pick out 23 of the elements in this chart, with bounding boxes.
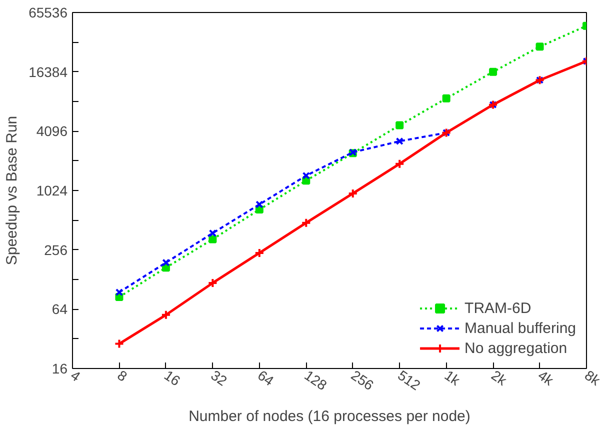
y-axis-title: Speedup vs Base Run <box>4 116 21 266</box>
x-tick-label: 8 <box>114 366 130 385</box>
x-tick-label: 8k <box>582 366 604 390</box>
x-axis-title: Number of nodes (16 processes per node) <box>188 408 470 425</box>
x-tick-label: 64 <box>254 366 277 390</box>
x-tick-label: 512 <box>395 366 424 394</box>
y-tick-label: 64 <box>52 301 68 318</box>
x-tick-label: 256 <box>348 366 377 394</box>
x-tick-label: 32 <box>208 366 230 390</box>
y-tick-label: 65536 <box>28 4 68 20</box>
y-tick-label: 4096 <box>36 123 68 140</box>
y-tick-label: 16384 <box>28 64 68 80</box>
y-tick-label: 256 <box>44 242 68 258</box>
legend-label: Manual buffering <box>464 320 576 336</box>
x-tick-label: 2k <box>488 366 511 390</box>
x-tick-label: 4k <box>535 366 558 390</box>
x-tick-label: 4 <box>68 366 84 385</box>
y-tick-label: 1024 <box>36 182 68 198</box>
legend-label: TRAM-6D <box>464 300 532 316</box>
x-tick-label: 16 <box>161 366 184 390</box>
x-tick-label: 128 <box>302 366 330 394</box>
legend-label: No aggregation <box>464 340 568 356</box>
x-tick-label: 1k <box>442 366 464 390</box>
